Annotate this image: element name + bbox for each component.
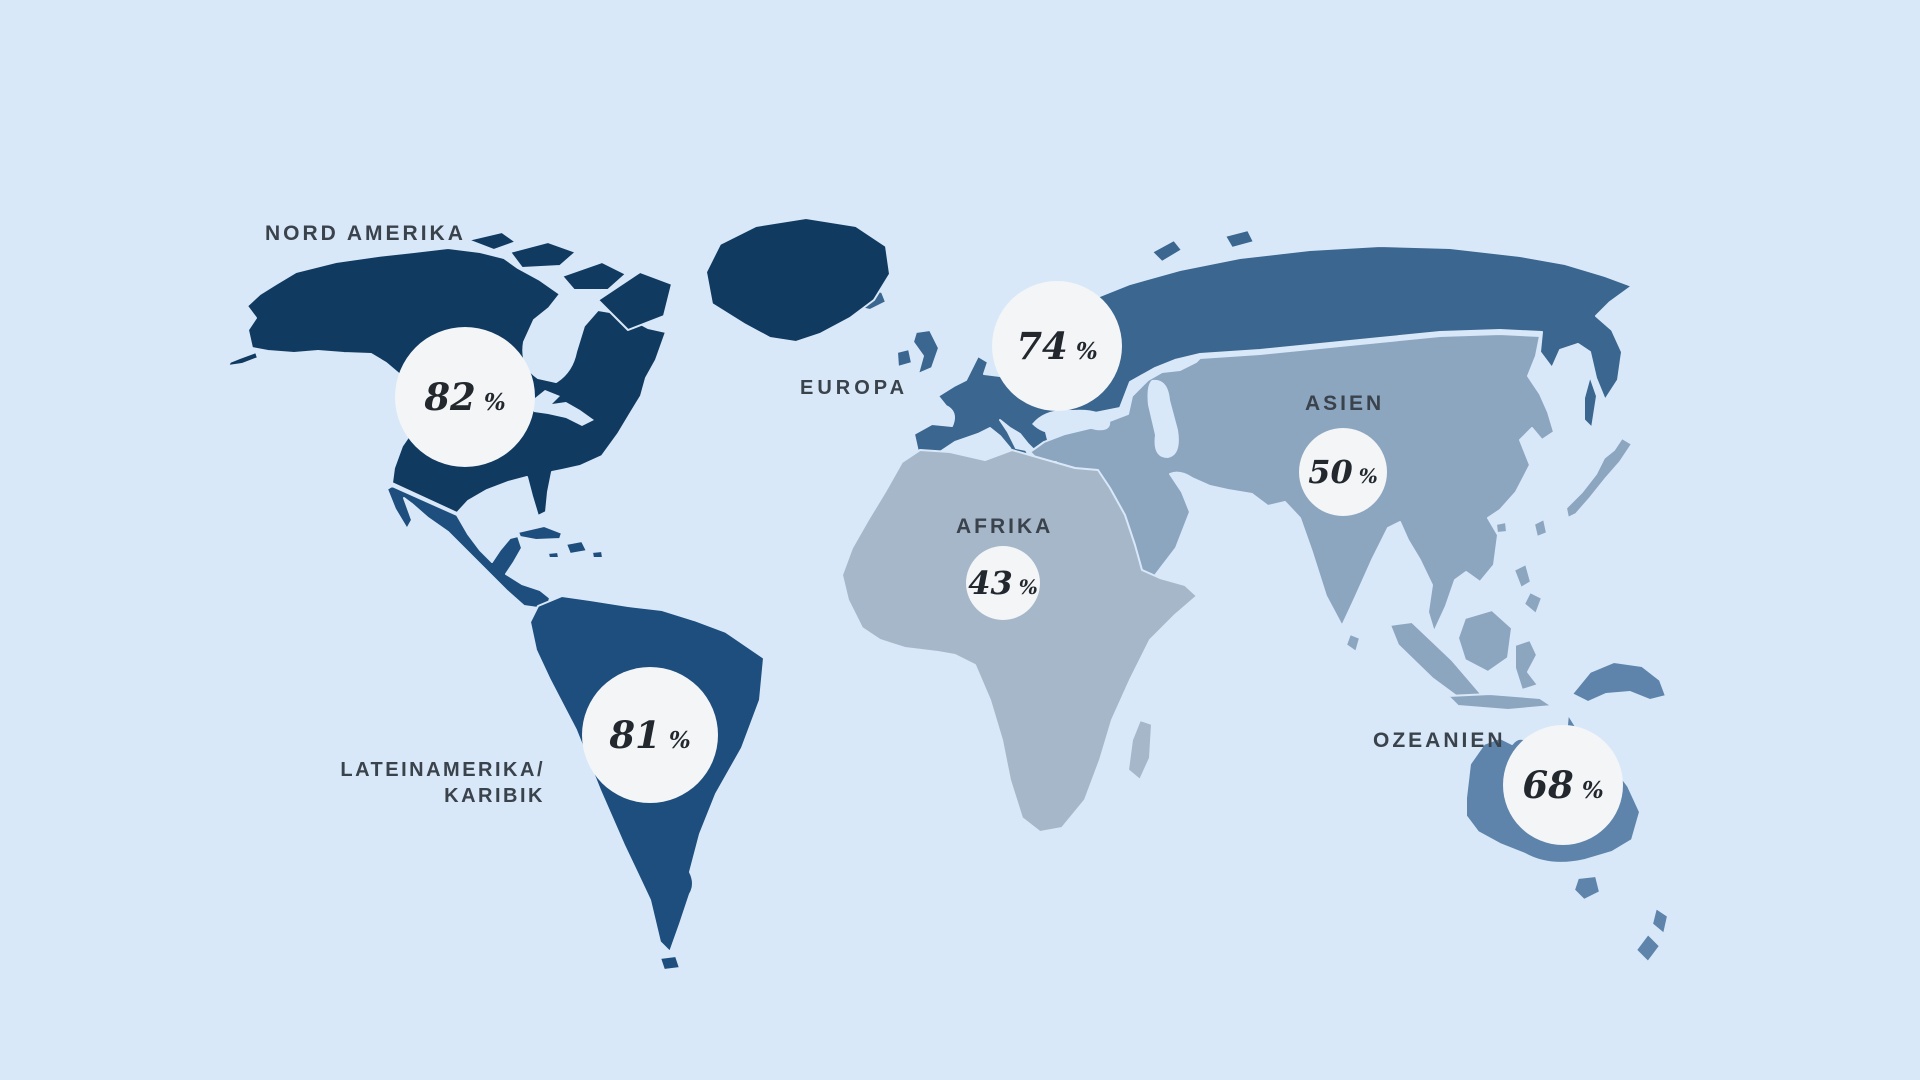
value-afrika: 43 [968,564,1013,602]
sea-black [1032,409,1111,434]
label-nordamerika: NORD AMERIKA [265,222,466,245]
lake-great-lakes [530,390,594,426]
label-ozeanien: OZEANIEN [1373,729,1506,752]
sea-caspian [1147,379,1179,458]
label-europa: EUROPA [800,377,909,399]
label-lateinamerika-line1: LATEINAMERIKA/ [340,759,545,781]
bubble-nordamerika: 82% [395,327,535,467]
percent-sign: % [668,727,691,754]
percent-sign: % [1581,777,1604,804]
label-afrika: AFRIKA [956,515,1054,538]
bubble-ozeanien: 68% [1503,725,1623,845]
value-europa: 74 [1016,324,1068,368]
value-asien: 50 [1308,453,1353,491]
value-lateinamerika: 81 [609,713,661,757]
percent-sign: % [1075,338,1098,365]
map-region-afrika [841,449,1198,833]
label-lateinamerika: LATEINAMERIKA/ KARIBIK [330,757,545,809]
label-lateinamerika-line2: KARIBIK [444,785,545,807]
percent-sign: % [483,389,506,416]
bubble-afrika: 43% [966,546,1040,620]
bubble-asien: 50% [1299,428,1387,516]
value-nordamerika: 82 [424,375,476,419]
label-asien: ASIEN [1305,392,1385,415]
value-ozeanien: 68 [1522,763,1574,807]
map-region-nordamerika [227,217,891,517]
percent-sign: % [1018,575,1038,599]
bubble-europa: 74% [992,281,1122,411]
percent-sign: % [1358,464,1378,488]
bubble-lateinamerika: 81% [582,667,718,803]
